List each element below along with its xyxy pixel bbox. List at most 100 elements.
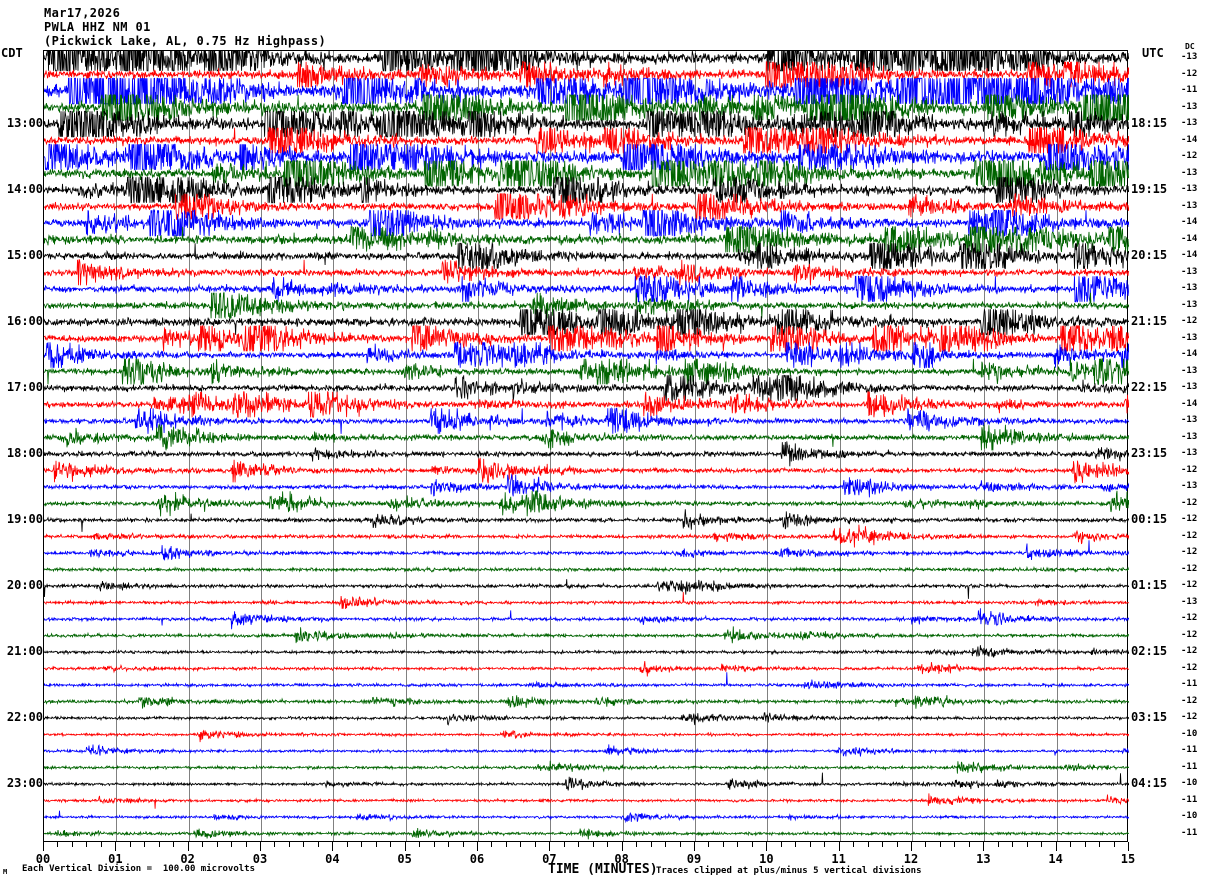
dc-offset-row-19: -13 <box>1181 365 1198 376</box>
dc-offset-row-5: -14 <box>1181 134 1198 145</box>
right-hour-label-0215: 02:15 <box>1131 644 1168 659</box>
dc-offset-row-31: -12 <box>1181 563 1198 574</box>
x-tick-major-1 <box>115 842 116 851</box>
x-tick-minor-14-1 <box>1070 842 1071 847</box>
x-tick-minor-13-2 <box>1012 842 1013 847</box>
left-hour-label-1400: 14:00 <box>6 182 43 197</box>
right-hour-label-0315: 03:15 <box>1131 710 1168 725</box>
left-hour-label-1600: 16:00 <box>6 314 43 329</box>
x-tick-minor-0-3 <box>86 842 87 847</box>
trace-row-6 <box>44 142 1129 172</box>
x-tick-major-8 <box>622 842 623 851</box>
dc-offset-row-44: -10 <box>1181 778 1198 789</box>
gridline-minute-03 <box>261 51 262 841</box>
trace-row-39 <box>44 695 1129 709</box>
gridline-minute-11 <box>840 51 841 841</box>
x-tick-minor-11-3 <box>882 842 883 847</box>
x-tick-minor-9-1 <box>708 842 709 847</box>
x-tick-minor-8-3 <box>665 842 666 847</box>
x-tick-minor-12-2 <box>940 842 941 847</box>
x-tick-minor-2-3 <box>231 842 232 847</box>
x-tick-minor-5-3 <box>448 842 449 847</box>
x-tick-minor-12-4 <box>969 842 970 847</box>
dc-offset-row-9: -13 <box>1181 200 1198 211</box>
dc-offset-row-22: -13 <box>1181 415 1198 426</box>
x-tick-minor-0-1 <box>57 842 58 847</box>
x-axis-label-13: 13 <box>976 852 991 866</box>
x-tick-minor-7-1 <box>564 842 565 847</box>
x-tick-minor-8-1 <box>636 842 637 847</box>
clip-note: Traces clipped at plus/minus 5 vertical … <box>656 866 922 876</box>
dc-offset-row-13: -13 <box>1181 266 1198 277</box>
x-tick-minor-3-2 <box>289 842 290 847</box>
x-tick-minor-6-2 <box>506 842 507 847</box>
dc-offset-row-35: -12 <box>1181 629 1198 640</box>
dc-offset-row-27: -12 <box>1181 497 1198 508</box>
trace-row-28 <box>44 509 1129 532</box>
x-axis-label-07: 07 <box>542 852 557 866</box>
trace-row-15 <box>44 292 1129 320</box>
x-tick-minor-5-4 <box>463 842 464 847</box>
x-tick-major-14 <box>1056 842 1057 851</box>
trace-row-45 <box>44 793 1129 809</box>
dc-offset-row-15: -13 <box>1181 299 1198 310</box>
dc-offset-row-42: -11 <box>1181 745 1198 756</box>
x-tick-minor-14-2 <box>1085 842 1086 847</box>
x-tick-major-10 <box>766 842 767 851</box>
dc-offset-row-28: -12 <box>1181 514 1198 525</box>
dc-offset-row-30: -12 <box>1181 547 1198 558</box>
x-tick-major-6 <box>477 842 478 851</box>
x-axis-label-12: 12 <box>903 852 919 866</box>
gridline-minute-14 <box>1057 51 1058 841</box>
left-hour-label-2200: 22:00 <box>6 710 43 725</box>
x-tick-minor-3-3 <box>303 842 304 847</box>
dc-offset-row-4: -13 <box>1181 118 1198 129</box>
left-hour-label-2000: 20:00 <box>6 578 43 593</box>
dc-offset-row-38: -11 <box>1181 679 1198 690</box>
dc-offset-row-41: -10 <box>1181 728 1198 739</box>
x-tick-minor-5-2 <box>434 842 435 847</box>
dc-offset-row-25: -12 <box>1181 464 1198 475</box>
dc-offset-row-32: -12 <box>1181 580 1198 591</box>
left-hour-label-2100: 21:00 <box>6 644 43 659</box>
dc-offset-row-8: -13 <box>1181 184 1198 195</box>
corner-glyph: M <box>3 868 8 876</box>
trace-row-42 <box>44 744 1129 757</box>
x-tick-minor-11-2 <box>868 842 869 847</box>
gridline-minute-01 <box>116 51 117 841</box>
dc-offset-row-21: -14 <box>1181 398 1198 409</box>
dc-offset-row-1: -12 <box>1181 68 1198 79</box>
dc-offset-row-33: -13 <box>1181 596 1198 607</box>
x-tick-minor-9-2 <box>723 842 724 847</box>
dc-offset-row-11: -14 <box>1181 233 1198 244</box>
left-hour-label-1500: 15:00 <box>6 248 43 263</box>
dc-column-label: DC <box>1185 42 1195 51</box>
trace-row-34 <box>44 608 1129 630</box>
trace-row-4 <box>44 109 1129 139</box>
x-tick-minor-10-3 <box>810 842 811 847</box>
x-tick-minor-10-4 <box>824 842 825 847</box>
left-hour-label-2300: 23:00 <box>6 776 43 791</box>
x-tick-minor-1-4 <box>173 842 174 847</box>
dc-offset-row-24: -13 <box>1181 448 1198 459</box>
x-tick-major-13 <box>983 842 984 851</box>
x-tick-minor-7-4 <box>607 842 608 847</box>
seismogram-plot[interactable] <box>43 50 1129 842</box>
trace-row-9 <box>44 192 1129 220</box>
gridline-minute-09 <box>695 51 696 841</box>
x-tick-minor-8-4 <box>680 842 681 847</box>
x-tick-major-3 <box>260 842 261 851</box>
right-hour-label-0115: 01:15 <box>1131 578 1168 593</box>
left-hour-label-1700: 17:00 <box>6 380 43 395</box>
x-axis-label-02: 02 <box>180 852 195 866</box>
x-axis-label-09: 09 <box>686 852 702 866</box>
left-timezone-label: CDT <box>1 46 23 60</box>
right-hour-label-1815: 18:15 <box>1131 116 1168 131</box>
trace-row-21 <box>44 390 1129 418</box>
trace-row-22 <box>44 407 1129 434</box>
x-axis-label-14: 14 <box>1048 852 1063 866</box>
dc-offset-row-45: -11 <box>1181 794 1198 805</box>
left-hour-label-1300: 13:00 <box>6 116 43 131</box>
dc-offset-row-26: -13 <box>1181 481 1198 492</box>
dc-offset-row-20: -13 <box>1181 382 1198 393</box>
